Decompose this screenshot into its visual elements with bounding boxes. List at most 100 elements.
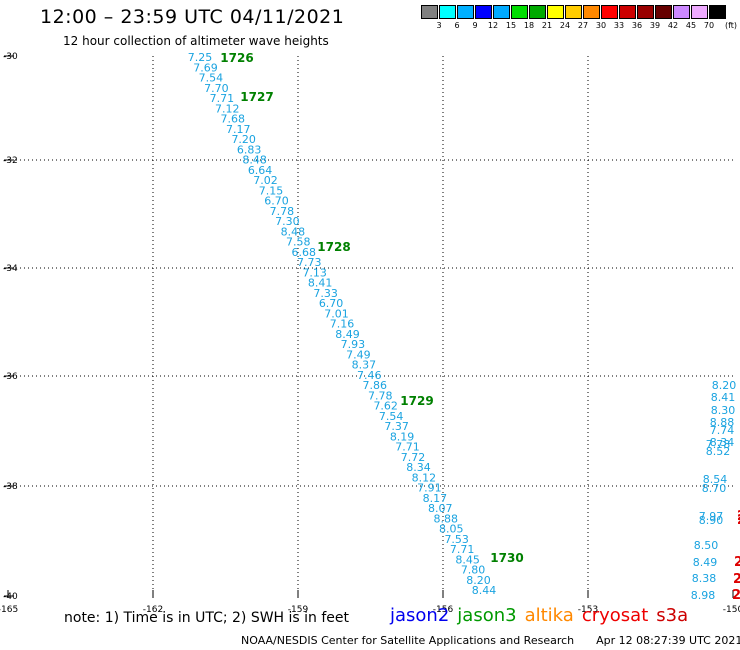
legend-label: 27 [577, 21, 589, 30]
legend-label: 45 [685, 21, 697, 30]
swh-value: 8.50 [694, 539, 719, 552]
legend-swatch [655, 5, 672, 19]
legend-label: 3 [436, 21, 442, 30]
swh-value: 8.48 [242, 154, 267, 167]
legend-label: 30 [595, 21, 607, 30]
lon-label: -159 [288, 605, 309, 615]
legend-swatch [601, 5, 618, 19]
lon-label: -162 [143, 605, 163, 615]
lon-label: -150 [723, 605, 740, 615]
swh-value: 7.30 [275, 215, 300, 228]
swh-value: 7.58 [286, 236, 311, 249]
swh-value: 6.68 [292, 246, 317, 259]
track-time-label: 20 [733, 572, 740, 587]
track-time-label: 1727 [240, 90, 273, 104]
swh-value: 8.34 [406, 461, 431, 474]
swh-value: 7.49 [346, 348, 371, 361]
swh-value: 7.91 [417, 482, 442, 495]
note-text: note: 1) Time is in UTC; 2) SWH is in fe… [64, 610, 350, 626]
legend-swatch [619, 5, 636, 19]
legend-label: 39 [649, 21, 661, 30]
axis-labels: -165 -162 -159 -156 -153 -150 -30 -32 -34 -36 -38 -… [0, 52, 740, 615]
swh-value: 7.02 [253, 174, 278, 187]
swh-value: 8.41 [308, 277, 333, 290]
legend-label: 12 [487, 21, 499, 30]
legend-label: 24 [559, 21, 571, 30]
lat-label: -30 [3, 52, 18, 62]
swh-value: 6.83 [237, 143, 262, 156]
swh-value: 7.71 [395, 441, 420, 454]
track-time-label: 1726 [220, 51, 253, 65]
swh-value: 7.78 [270, 205, 295, 218]
swh-value: 8.54 [703, 473, 728, 486]
swh-value: 8.17 [423, 492, 448, 505]
swh-value: 8.88 [434, 512, 459, 525]
swh-value: 7.74 [710, 424, 735, 437]
swh-value: 8.45 [455, 553, 480, 566]
legend-swatch [493, 5, 510, 19]
legend-swatch [547, 5, 564, 19]
lon-label: -153 [578, 605, 598, 615]
swh-value: 7.69 [193, 61, 218, 74]
right-edge-track: 8.208.418.308.887.748.347.788.52 8.548.70… [691, 379, 740, 603]
graticule [4, 55, 734, 598]
swh-value: 8.38 [692, 572, 717, 585]
legend-label: 36 [631, 21, 643, 30]
swh-value: 7.33 [313, 287, 338, 300]
swh-value: 7.37 [384, 420, 409, 433]
satellite-legend: jason2 jason3 altika cryosat s3a [390, 605, 696, 626]
swh-value: 6.70 [264, 195, 289, 208]
swh-value: 8.19 [390, 430, 415, 443]
swh-value: 8.49 [335, 328, 360, 341]
track-time-label: 1729 [400, 394, 433, 408]
sat-altika: altika [524, 605, 574, 626]
lat-label: -40 [3, 592, 18, 602]
lon-label: -156 [433, 605, 454, 615]
track-time-label: 1728 [317, 240, 350, 254]
swh-value: 8.30 [711, 404, 736, 417]
page-subtitle: 12 hour collection of altimeter wave hei… [63, 34, 329, 48]
swh-value: 7.78 [706, 438, 731, 451]
lat-label: -32 [3, 156, 18, 166]
swh-value: 7.13 [302, 266, 327, 279]
swh-value: 8.34 [710, 436, 735, 449]
swh-value: 7.72 [401, 451, 426, 464]
lat-label: -38 [3, 482, 18, 492]
swh-value: 7.62 [373, 400, 398, 413]
swh-value: 8.48 [281, 225, 306, 238]
swh-value: 8.98 [691, 589, 716, 602]
swh-value: 7.73 [297, 256, 322, 269]
legend-label: 70 [703, 21, 715, 30]
swh-value: 7.97 [699, 510, 724, 523]
track-time-label: 1730 [490, 551, 523, 565]
swh-value: 7.68 [221, 113, 246, 126]
swh-value: 7.54 [199, 72, 224, 85]
swh-value: 6.70 [319, 297, 344, 310]
swh-value: 7.86 [363, 379, 388, 392]
legend-label: 6 [454, 21, 460, 30]
swh-value: 8.70 [702, 482, 727, 495]
swh-value: 8.49 [693, 556, 718, 569]
legend-swatch [457, 5, 474, 19]
legend-swatch [439, 5, 456, 19]
swh-value: 7.17 [226, 123, 251, 136]
swh-value: 7.25 [188, 51, 213, 64]
swh-value: 8.20 [466, 574, 491, 587]
legend-label: 15 [505, 21, 517, 30]
swh-value: 8.20 [712, 379, 737, 392]
footer-center: NOAA/NESDIS Center for Satellite Applica… [241, 634, 575, 647]
legend-label: 21 [541, 21, 553, 30]
swh-value: 8.37 [352, 359, 377, 372]
track-time-label: 2 [737, 509, 740, 524]
swh-value: 7.54 [379, 410, 404, 423]
page-title: 12:00 – 23:59 UTC 04/11/2021 [40, 6, 345, 28]
swh-value: 7.53 [444, 533, 469, 546]
legend-label: 18 [523, 21, 535, 30]
swh-value: 7.80 [461, 564, 486, 577]
sat-s3a: s3a [656, 605, 689, 626]
swh-value: 7.01 [324, 307, 349, 320]
legend-unit: (ft) [724, 21, 738, 30]
swh-value: 7.20 [231, 133, 256, 146]
legend-swatch [475, 5, 492, 19]
legend-swatch [421, 5, 438, 19]
